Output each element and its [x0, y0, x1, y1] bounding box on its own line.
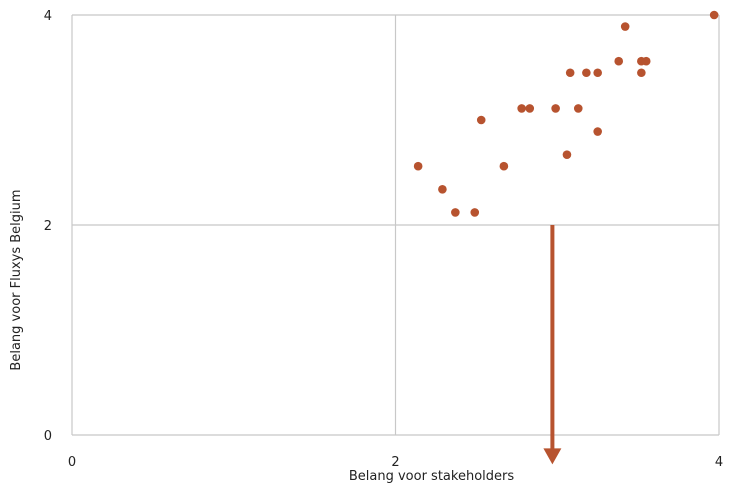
data-point-9 — [551, 104, 560, 113]
data-point-12 — [573, 104, 583, 113]
data-point-1 — [413, 161, 423, 171]
x-axis-label: Belang voor stakeholders — [349, 469, 514, 484]
arrow-head — [543, 448, 562, 465]
y-tick-label-0: 0 — [44, 429, 52, 444]
x-tick-label-4: 4 — [715, 455, 723, 470]
data-point-2 — [438, 185, 447, 194]
data-point-21 — [709, 10, 719, 20]
data-point-8 — [525, 104, 535, 113]
tick-labels: 0 2 4 0 2 4 — [44, 9, 723, 470]
data-point-14 — [593, 68, 602, 78]
y-tick-label-4: 4 — [44, 9, 52, 24]
data-point-4 — [470, 208, 480, 217]
highlight-arrow — [543, 225, 562, 465]
y-tick-label-2: 2 — [44, 219, 52, 234]
x-tick-label-2: 2 — [391, 455, 399, 470]
data-point-5 — [476, 115, 486, 125]
grid-lines — [71, 14, 720, 436]
data-point-11 — [565, 68, 575, 78]
data-point-20 — [641, 56, 651, 66]
data-point-15 — [593, 127, 602, 136]
data-points — [413, 10, 719, 217]
y-axis-label: Belang voor Fluxys Belgium — [9, 189, 24, 370]
data-point-6 — [499, 161, 509, 171]
data-point-7 — [517, 104, 526, 113]
data-point-19 — [637, 68, 646, 78]
data-point-16 — [614, 56, 624, 66]
data-point-3 — [451, 208, 460, 217]
x-tick-label-0: 0 — [68, 455, 76, 470]
data-point-13 — [582, 68, 591, 78]
data-point-10 — [562, 150, 572, 159]
data-point-17 — [620, 22, 630, 31]
